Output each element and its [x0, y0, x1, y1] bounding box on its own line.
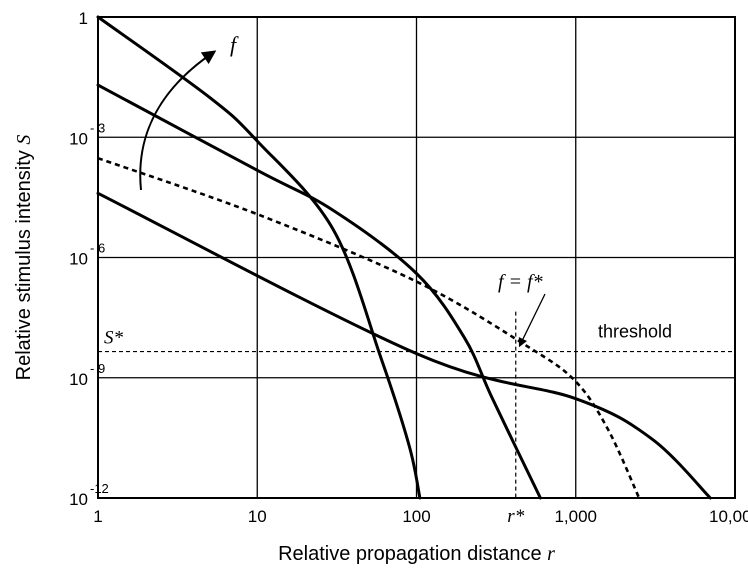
grid-lines: [97, 16, 736, 499]
threshold-label: threshold: [598, 322, 672, 342]
y-tick-exponent: -12: [90, 481, 109, 496]
series-line-3: [97, 156, 641, 499]
y-axis-variable: S: [13, 135, 35, 145]
x-tick-label: 1: [93, 507, 102, 526]
x-axis-variable: r: [547, 543, 555, 565]
annotation-layer: f f = f*: [139, 32, 546, 348]
y-tick-exponent: - 6: [90, 241, 105, 256]
y-tick-label: 10: [69, 490, 88, 509]
x-tick-label: 100: [402, 507, 430, 526]
x-axis-label-text: Relative propagation distance: [278, 543, 542, 565]
threshold-layer: threshold S* r*: [98, 311, 735, 527]
y-axis-label-text: Relative stimulus intensity: [13, 150, 35, 380]
series-line-4: [96, 191, 712, 500]
f-star-label: f = f*: [498, 271, 543, 293]
y-tick-label: 10: [69, 129, 88, 148]
series-line-2: [96, 83, 542, 500]
series-line-1: [96, 15, 422, 500]
x-tick-label: 10,000: [709, 507, 748, 526]
y-axis-label: Relative stimulus intensity S: [13, 135, 35, 381]
y-tick-label: 10: [69, 370, 88, 389]
f-star-pointer: [518, 293, 546, 348]
plot-frame: [97, 16, 736, 499]
x-tick-label: 10: [248, 507, 267, 526]
threshold-symbol: S*: [104, 328, 124, 349]
y-tick-label: 1: [79, 9, 88, 28]
y-tick-exponent: - 9: [90, 361, 105, 376]
y-tick-label: 10: [69, 250, 88, 269]
x-tick-label: 1,000: [554, 507, 597, 526]
y-tick-exponent: - 3: [90, 120, 105, 135]
series-layer: [96, 15, 712, 500]
f-increase-arrow: [139, 50, 217, 191]
critical-distance-label: r*: [507, 506, 524, 527]
x-axis-label: Relative propagation distance r: [278, 543, 555, 565]
f-arrow-label: f: [230, 32, 239, 57]
